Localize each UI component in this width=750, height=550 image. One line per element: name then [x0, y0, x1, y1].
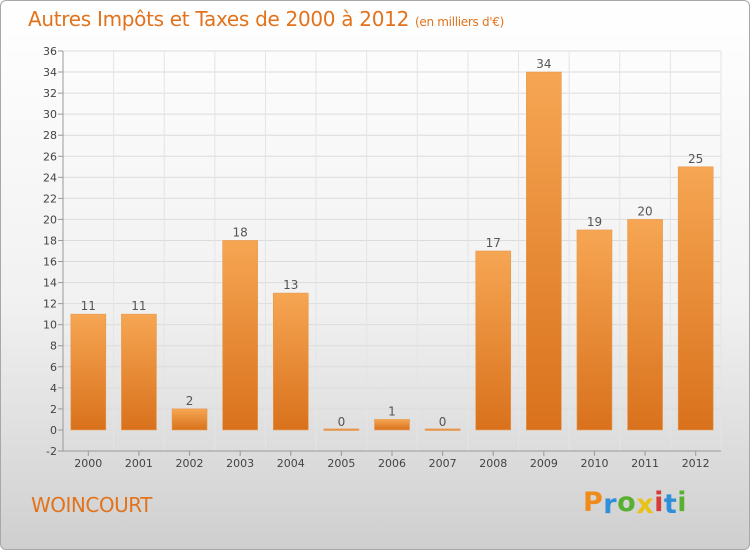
data-label: 13 — [283, 278, 298, 292]
grid-lines — [62, 50, 722, 452]
y-tick-label: 24 — [43, 171, 57, 184]
y-tick-label: 26 — [43, 150, 57, 163]
bar — [171, 408, 208, 431]
x-tick-label: 2002 — [176, 457, 204, 470]
bar — [627, 219, 663, 431]
bar — [272, 292, 309, 431]
data-label: 17 — [486, 236, 501, 250]
logo-letter: P — [583, 487, 604, 518]
x-tick-label: 2003 — [226, 457, 254, 470]
data-label: 20 — [637, 204, 652, 218]
y-tick-label: 30 — [43, 108, 57, 121]
x-tick-label: 2008 — [479, 457, 507, 470]
data-labels: 11 11 2 18 13 0 1 0 17 34 19 20 25 — [81, 57, 704, 429]
logo-letter: t — [663, 489, 678, 520]
y-tick-label: 14 — [43, 277, 57, 290]
bars — [70, 71, 714, 431]
y-tick-label: 16 — [43, 256, 57, 269]
commune-name: WOINCOURT — [31, 493, 152, 517]
x-tick-label: 2011 — [631, 457, 659, 470]
y-tick-label: 2 — [50, 403, 57, 416]
bar — [323, 428, 360, 431]
y-tick-label: 4 — [50, 382, 57, 395]
y-tick-label: 6 — [50, 361, 57, 374]
y-tick-label: 20 — [43, 213, 57, 226]
logo-letter: i — [654, 487, 664, 518]
data-label: 0 — [338, 415, 346, 429]
x-tick-label: 2012 — [682, 457, 710, 470]
logo-letter: o — [617, 487, 637, 518]
y-tick-label: 28 — [43, 129, 57, 142]
data-label: 25 — [688, 152, 703, 166]
bar — [70, 313, 107, 431]
bar — [677, 166, 714, 431]
bar — [475, 250, 512, 431]
data-label: 2 — [186, 394, 194, 408]
data-label: 19 — [587, 215, 602, 229]
chart-title: Autres Impôts et Taxes de 2000 à 2012 (en… — [28, 7, 504, 31]
y-tick-label: 18 — [43, 234, 57, 247]
data-label: 1 — [388, 404, 396, 418]
x-tick-label: 2005 — [327, 457, 355, 470]
bar — [222, 240, 258, 431]
y-tick-label: 0 — [50, 424, 57, 437]
bar — [374, 419, 410, 431]
x-tick-label: 2006 — [378, 457, 406, 470]
data-label: 18 — [233, 225, 248, 239]
y-tick-label: -2 — [46, 445, 57, 458]
bar — [424, 428, 461, 431]
data-label: 11 — [131, 299, 146, 313]
y-tick-label: 10 — [43, 319, 57, 332]
data-label: 0 — [439, 415, 447, 429]
bar — [526, 71, 562, 431]
chart-unit: (en milliers d'€) — [415, 15, 505, 29]
x-tick-label: 2010 — [580, 457, 608, 470]
x-tick-label: 2000 — [74, 457, 102, 470]
x-tick-label: 2007 — [429, 457, 457, 470]
data-label: 34 — [536, 57, 551, 71]
bar — [576, 229, 613, 431]
bar — [121, 313, 157, 431]
logo-letter: x — [636, 489, 655, 520]
y-tick-label: 34 — [43, 66, 57, 79]
x-tick-label: 2001 — [125, 457, 153, 470]
x-tick-label: 2004 — [277, 457, 305, 470]
chart-title-text: Autres Impôts et Taxes de 2000 à 2012 — [28, 7, 409, 31]
x-tick-label: 2009 — [530, 457, 558, 470]
y-tick-label: 8 — [50, 340, 57, 353]
logo-letter: r — [603, 489, 618, 520]
y-tick-label: 12 — [43, 298, 57, 311]
y-tick-label: 36 — [43, 45, 57, 58]
y-tick-label: 22 — [43, 192, 57, 205]
data-label: 11 — [81, 299, 96, 313]
logo-letter: i — [677, 487, 688, 518]
y-tick-label: 32 — [43, 87, 57, 100]
proxiti-logo: Proxiti — [583, 487, 688, 520]
